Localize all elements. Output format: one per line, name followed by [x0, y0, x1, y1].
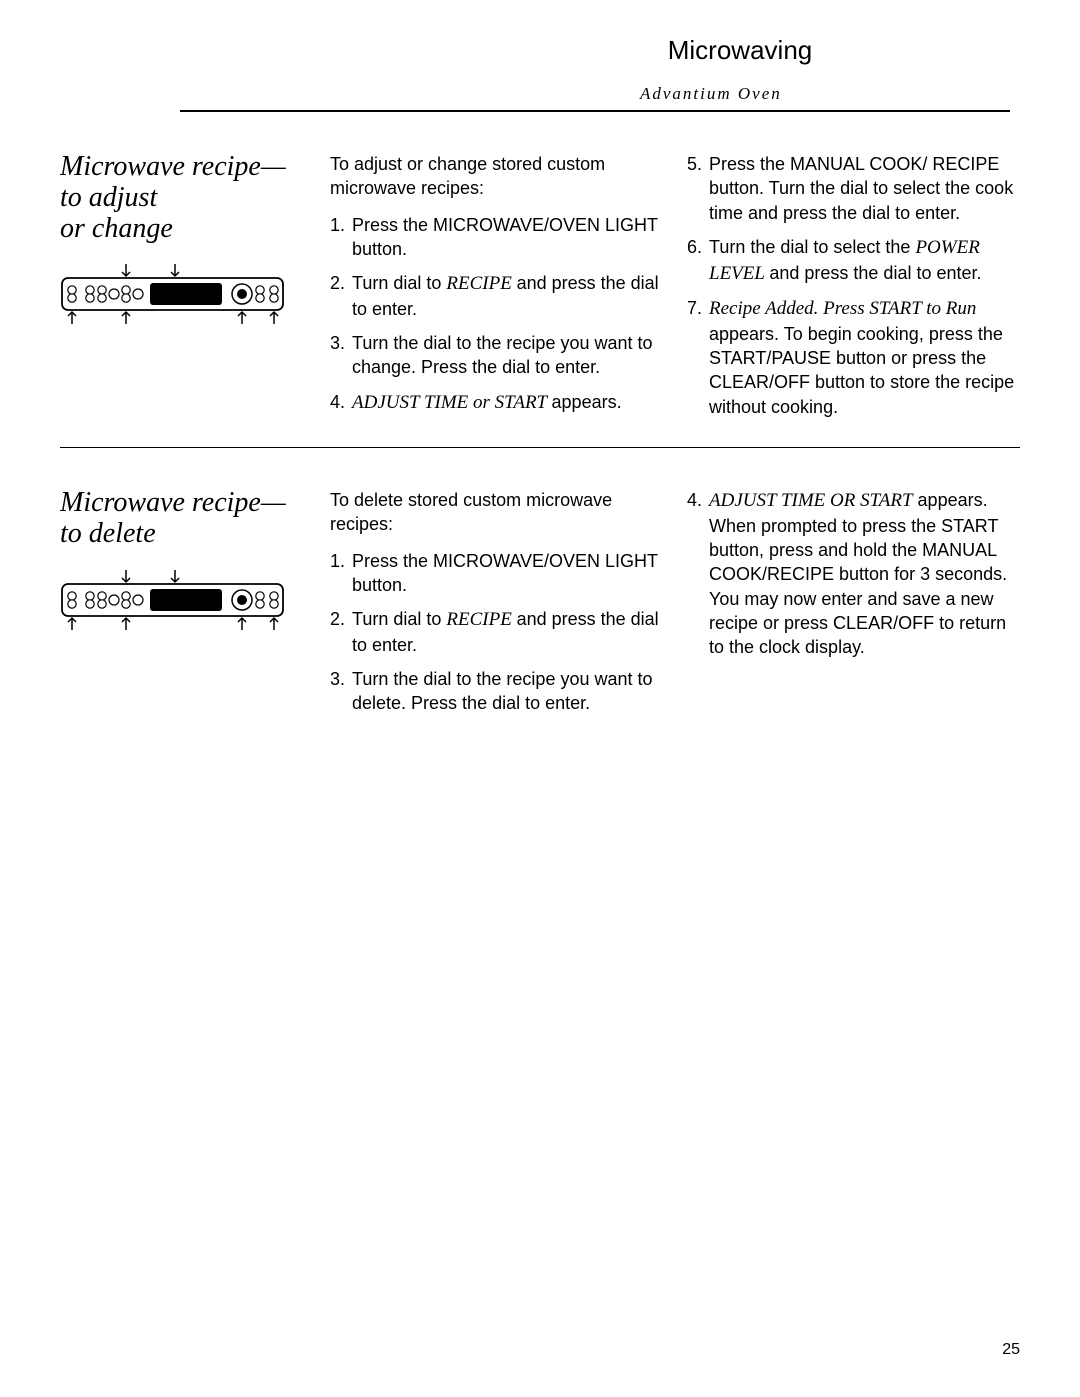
step-text: Turn dial to RECIPE and press the dial t…	[352, 271, 663, 321]
col-left-delete: To delete stored custom microwave recipe…	[330, 488, 663, 726]
step-text: Turn the dial to select the POWER LEVEL …	[709, 235, 1020, 286]
step-item: 3.Turn the dial to the recipe you want t…	[330, 667, 663, 716]
step-item: 4.ADJUST TIME OR START appears. When pro…	[687, 488, 1020, 659]
step-number: 2.	[330, 271, 352, 321]
step-item: 2.Turn dial to RECIPE and press the dial…	[330, 607, 663, 657]
intro-adjust: To adjust or change stored custom microw…	[330, 152, 663, 201]
page-subtitle: Advantium Oven	[640, 84, 1020, 104]
step-text: ADJUST TIME or START appears.	[352, 390, 663, 416]
step-text: Turn dial to RECIPE and press the dial t…	[352, 607, 663, 657]
step-number: 2.	[330, 607, 352, 657]
section-delete: Microwave recipe—to delete To delete sto…	[60, 488, 1020, 726]
step-item: 1.Press the MICROWAVE/OVEN LIGHT button.	[330, 213, 663, 262]
side-title-delete: Microwave recipe—to delete	[60, 488, 330, 550]
step-number: 4.	[330, 390, 352, 416]
step-item: 4.ADJUST TIME or START appears.	[330, 390, 663, 416]
rule-top	[180, 110, 1010, 112]
step-number: 6.	[687, 235, 709, 286]
step-item: 2.Turn dial to RECIPE and press the dial…	[330, 271, 663, 321]
step-item: 3.Turn the dial to the recipe you want t…	[330, 331, 663, 380]
page-title: Microwaving	[460, 35, 1020, 66]
section-adjust: Microwave recipe—to adjustor change To a…	[60, 152, 1020, 429]
col-left-adjust: To adjust or change stored custom microw…	[330, 152, 663, 429]
col-right-delete: 4.ADJUST TIME OR START appears. When pro…	[687, 488, 1020, 726]
step-item: 5.Press the MANUAL COOK/ RECIPE button. …	[687, 152, 1020, 225]
step-number: 4.	[687, 488, 709, 659]
step-number: 3.	[330, 331, 352, 380]
step-text: Turn the dial to the recipe you want to …	[352, 667, 663, 716]
step-text: Turn the dial to the recipe you want to …	[352, 331, 663, 380]
step-text: Recipe Added. Press START to Run appears…	[709, 296, 1020, 419]
intro-delete: To delete stored custom microwave recipe…	[330, 488, 663, 537]
page-number: 25	[1002, 1341, 1020, 1359]
step-number: 3.	[330, 667, 352, 716]
control-panel-illustration	[60, 262, 330, 347]
control-panel-illustration	[60, 568, 330, 653]
step-text: Press the MANUAL COOK/ RECIPE button. Tu…	[709, 152, 1020, 225]
step-number: 7.	[687, 296, 709, 419]
step-text: ADJUST TIME OR START appears. When promp…	[709, 488, 1020, 659]
step-text: Press the MICROWAVE/OVEN LIGHT button.	[352, 549, 663, 598]
step-item: 7.Recipe Added. Press START to Run appea…	[687, 296, 1020, 419]
step-number: 5.	[687, 152, 709, 225]
rule-mid	[60, 447, 1020, 448]
step-number: 1.	[330, 213, 352, 262]
step-text: Press the MICROWAVE/OVEN LIGHT button.	[352, 213, 663, 262]
step-item: 6.Turn the dial to select the POWER LEVE…	[687, 235, 1020, 286]
side-title-adjust: Microwave recipe—to adjustor change	[60, 152, 330, 244]
step-item: 1.Press the MICROWAVE/OVEN LIGHT button.	[330, 549, 663, 598]
step-number: 1.	[330, 549, 352, 598]
col-right-adjust: 5.Press the MANUAL COOK/ RECIPE button. …	[687, 152, 1020, 429]
